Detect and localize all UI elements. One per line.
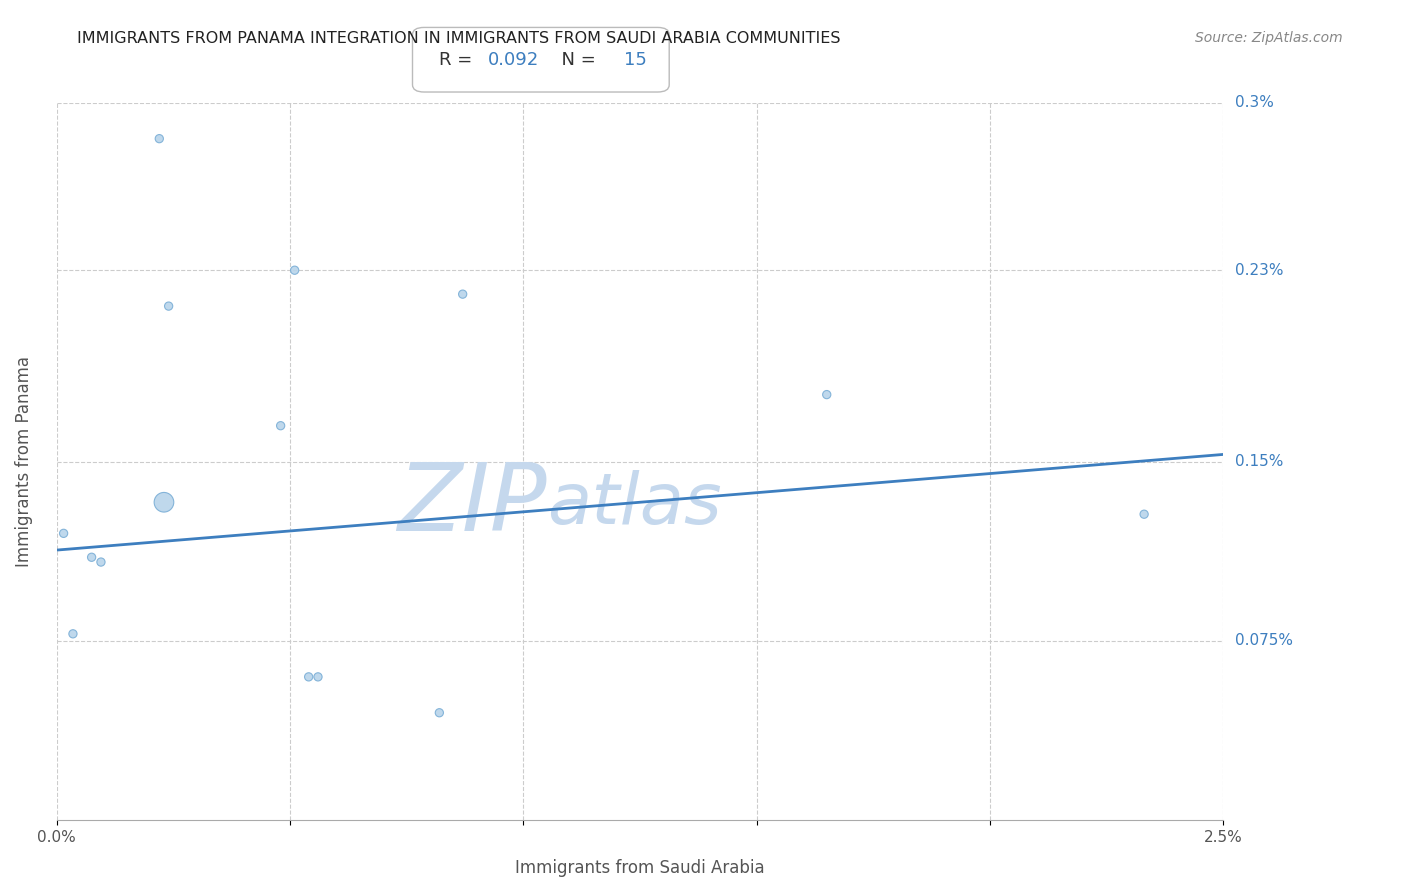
Point xyxy=(427,706,450,720)
Point xyxy=(451,287,474,301)
Text: ZIP: ZIP xyxy=(396,459,547,550)
Point xyxy=(1133,507,1156,521)
Text: 0.3%: 0.3% xyxy=(1234,95,1274,111)
Point xyxy=(90,555,112,569)
Point xyxy=(307,670,329,684)
Text: 0.092: 0.092 xyxy=(488,51,540,69)
Point xyxy=(157,299,180,313)
Text: R =: R = xyxy=(439,51,478,69)
Text: N =: N = xyxy=(550,51,602,69)
Point xyxy=(52,526,75,541)
Point xyxy=(80,550,103,565)
FancyBboxPatch shape xyxy=(412,28,669,92)
Point xyxy=(270,418,292,433)
Point xyxy=(153,495,176,509)
Text: Source: ZipAtlas.com: Source: ZipAtlas.com xyxy=(1195,31,1343,45)
X-axis label: Immigrants from Saudi Arabia: Immigrants from Saudi Arabia xyxy=(515,859,765,877)
Point xyxy=(298,670,321,684)
Y-axis label: Immigrants from Panama: Immigrants from Panama xyxy=(15,356,32,567)
Text: 0.15%: 0.15% xyxy=(1234,454,1282,469)
Text: 0.23%: 0.23% xyxy=(1234,263,1284,277)
Point xyxy=(62,627,84,641)
Point xyxy=(284,263,307,277)
Point xyxy=(815,387,838,401)
Text: 0.075%: 0.075% xyxy=(1234,633,1292,648)
Point xyxy=(148,131,170,145)
Text: IMMIGRANTS FROM PANAMA INTEGRATION IN IMMIGRANTS FROM SAUDI ARABIA COMMUNITIES: IMMIGRANTS FROM PANAMA INTEGRATION IN IM… xyxy=(77,31,841,46)
Text: atlas: atlas xyxy=(547,470,721,539)
Text: 15: 15 xyxy=(624,51,647,69)
